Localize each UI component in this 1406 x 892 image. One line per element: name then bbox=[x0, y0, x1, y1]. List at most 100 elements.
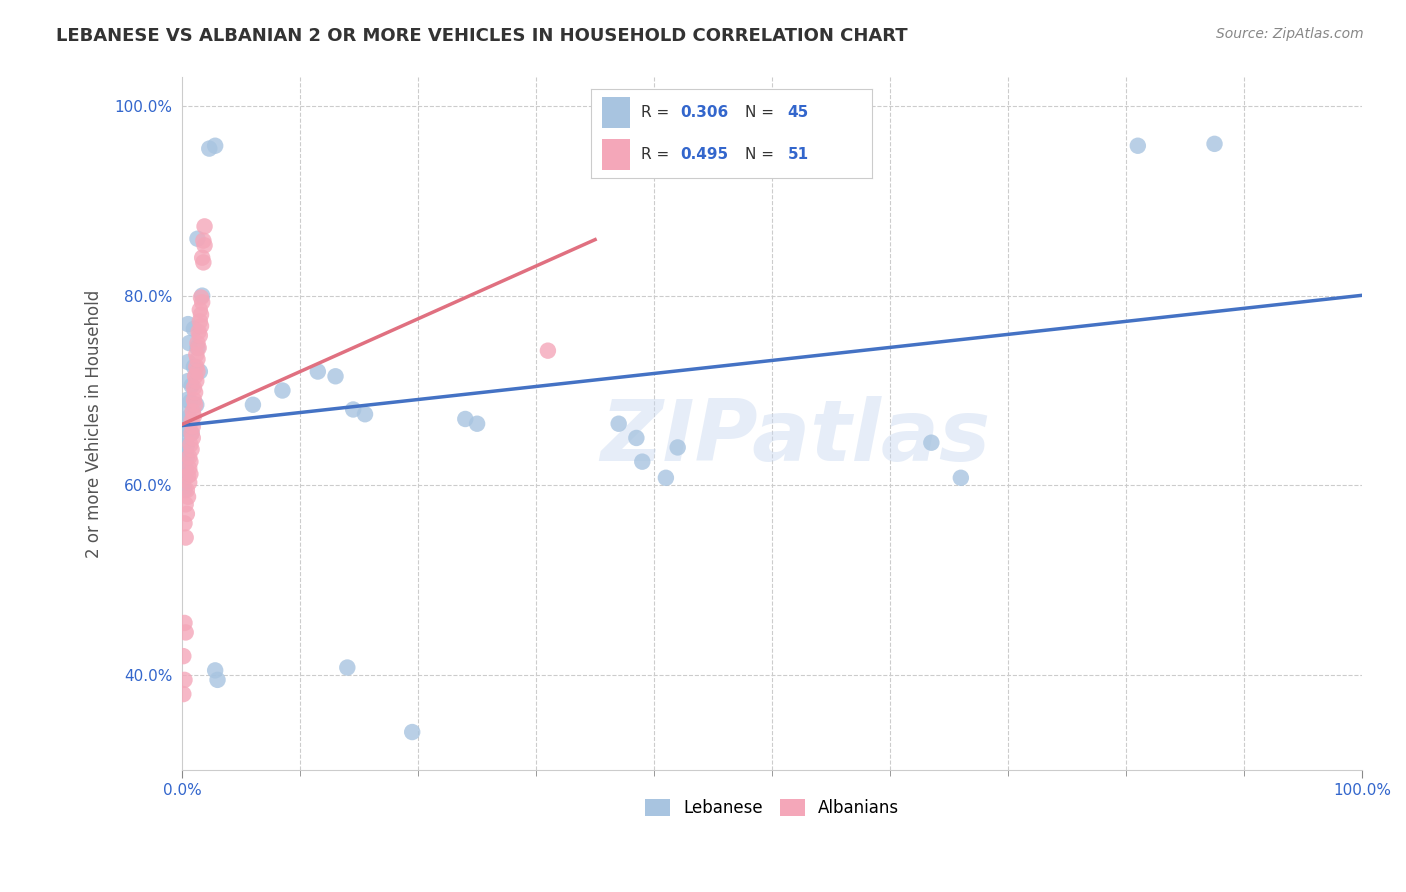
Point bbox=[183, 359, 205, 374]
Point bbox=[174, 497, 197, 511]
Point bbox=[631, 455, 654, 469]
Point bbox=[173, 435, 195, 450]
Point bbox=[186, 374, 208, 388]
Legend: Lebanese, Albanians: Lebanese, Albanians bbox=[638, 792, 905, 824]
Point bbox=[181, 419, 204, 434]
Point bbox=[174, 421, 197, 435]
Point bbox=[177, 423, 200, 437]
Point bbox=[191, 251, 214, 265]
Text: ZIPatlas: ZIPatlas bbox=[600, 396, 991, 479]
Text: N =: N = bbox=[745, 105, 779, 120]
Point bbox=[179, 467, 201, 481]
Point bbox=[188, 328, 211, 343]
Point bbox=[174, 531, 197, 545]
Text: 0.495: 0.495 bbox=[681, 147, 728, 161]
Point bbox=[193, 234, 215, 248]
Point bbox=[172, 469, 194, 483]
Point bbox=[177, 490, 200, 504]
Point bbox=[177, 469, 200, 483]
Point bbox=[193, 238, 215, 252]
Point bbox=[184, 398, 207, 412]
Point bbox=[307, 365, 329, 379]
Point bbox=[177, 374, 200, 388]
Point bbox=[626, 431, 648, 445]
Point bbox=[342, 402, 364, 417]
Point bbox=[173, 615, 195, 630]
Text: 0.306: 0.306 bbox=[681, 105, 728, 120]
Point bbox=[181, 404, 204, 418]
Point bbox=[180, 426, 202, 441]
Y-axis label: 2 or more Vehicles in Household: 2 or more Vehicles in Household bbox=[86, 290, 103, 558]
Point bbox=[188, 314, 211, 328]
Point bbox=[172, 480, 194, 494]
Point bbox=[193, 255, 215, 269]
Point bbox=[173, 448, 195, 462]
Point bbox=[176, 450, 198, 464]
Point bbox=[176, 438, 198, 452]
Point bbox=[465, 417, 488, 431]
Point bbox=[190, 308, 212, 322]
Point bbox=[179, 410, 201, 425]
Point bbox=[181, 431, 204, 445]
Point bbox=[173, 483, 195, 497]
Point bbox=[186, 352, 208, 367]
Point bbox=[186, 359, 208, 374]
Point bbox=[193, 219, 215, 234]
Point bbox=[354, 407, 377, 421]
Point bbox=[179, 475, 201, 490]
Point bbox=[188, 365, 211, 379]
Point bbox=[184, 385, 207, 400]
Point bbox=[325, 369, 347, 384]
Point bbox=[207, 673, 229, 687]
Point bbox=[204, 664, 226, 678]
Point bbox=[454, 412, 477, 426]
Point bbox=[336, 660, 359, 674]
Point bbox=[186, 347, 208, 361]
Point bbox=[920, 435, 942, 450]
Point bbox=[655, 471, 678, 485]
Point bbox=[174, 625, 197, 640]
Point bbox=[176, 483, 198, 497]
Point bbox=[180, 442, 202, 457]
Point bbox=[271, 384, 294, 398]
Text: 45: 45 bbox=[787, 105, 808, 120]
FancyBboxPatch shape bbox=[602, 139, 630, 170]
Point bbox=[179, 336, 201, 351]
Point bbox=[172, 687, 194, 701]
Point bbox=[173, 471, 195, 485]
Point bbox=[186, 341, 208, 355]
Point bbox=[191, 295, 214, 310]
Point bbox=[179, 437, 201, 451]
Point bbox=[949, 471, 972, 485]
Point bbox=[180, 378, 202, 392]
Point bbox=[172, 459, 194, 474]
Point bbox=[186, 398, 208, 412]
Point bbox=[537, 343, 560, 358]
Text: 51: 51 bbox=[787, 147, 808, 161]
Point bbox=[183, 322, 205, 336]
Point bbox=[176, 392, 198, 407]
Text: R =: R = bbox=[641, 105, 675, 120]
Point bbox=[174, 407, 197, 421]
Point bbox=[183, 409, 205, 424]
Point bbox=[184, 369, 207, 384]
Point bbox=[176, 507, 198, 521]
Text: LEBANESE VS ALBANIAN 2 OR MORE VEHICLES IN HOUSEHOLD CORRELATION CHART: LEBANESE VS ALBANIAN 2 OR MORE VEHICLES … bbox=[56, 27, 908, 45]
Point bbox=[177, 355, 200, 369]
Point bbox=[183, 381, 205, 395]
Point bbox=[187, 341, 209, 355]
Point bbox=[186, 365, 208, 379]
Point bbox=[180, 414, 202, 428]
Point bbox=[179, 455, 201, 469]
Point bbox=[204, 138, 226, 153]
Point bbox=[1126, 138, 1149, 153]
Point bbox=[174, 461, 197, 475]
Text: R =: R = bbox=[641, 147, 675, 161]
Point bbox=[607, 417, 630, 431]
Point bbox=[179, 395, 201, 409]
Point bbox=[188, 302, 211, 317]
Point bbox=[183, 392, 205, 407]
Point bbox=[187, 325, 209, 339]
Point bbox=[186, 232, 208, 246]
Point bbox=[1204, 136, 1226, 151]
